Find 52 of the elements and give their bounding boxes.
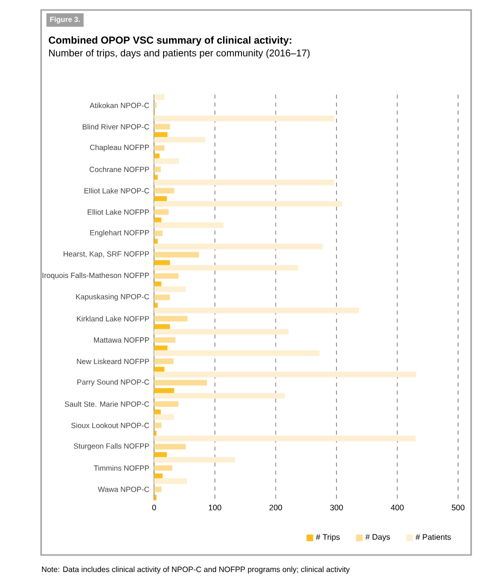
bar [154, 294, 170, 300]
bar [154, 136, 206, 143]
bar [154, 372, 416, 378]
bar [154, 252, 200, 258]
chart-title: Combined OPOP VSC summary of clinical activity: [48, 36, 292, 46]
bar [154, 158, 179, 164]
bar [154, 217, 162, 224]
bar [154, 414, 174, 420]
bar [154, 358, 174, 364]
bar [154, 200, 342, 207]
legend-label: # Trips [316, 534, 340, 542]
bar [154, 409, 161, 416]
legend-label: # Days [365, 534, 390, 542]
bar [154, 392, 285, 399]
bar [154, 209, 169, 215]
bar [154, 222, 224, 228]
x-tick-label: 400 [390, 504, 404, 510]
bar [154, 286, 186, 292]
bar [154, 444, 186, 450]
bar [154, 230, 163, 236]
bar [154, 244, 322, 250]
bar [154, 166, 161, 172]
bar [154, 337, 176, 343]
bar [154, 422, 162, 428]
bar [154, 180, 334, 186]
bar [154, 478, 187, 484]
bar [154, 273, 178, 279]
bar [154, 124, 170, 130]
bar [154, 328, 288, 335]
x-tick-label: 100 [208, 504, 222, 510]
x-tick-label: 300 [330, 504, 343, 510]
bar [154, 456, 235, 463]
bar [154, 145, 164, 151]
bar [154, 436, 416, 442]
bar [154, 401, 178, 407]
x-tick-label: 0 [152, 504, 156, 510]
bar [154, 116, 334, 122]
chart-subtitle: Number of trips, days and patients per community (2016–17) [49, 49, 310, 58]
bar [154, 188, 174, 194]
bar [154, 345, 168, 352]
bar [154, 316, 188, 322]
bar [154, 281, 162, 288]
bar [154, 486, 162, 492]
legend-label: # Patients [416, 534, 451, 540]
bar [154, 264, 298, 271]
bar [154, 308, 359, 314]
bar [154, 380, 207, 386]
bar [154, 350, 320, 356]
bar [154, 94, 164, 100]
bar [154, 465, 172, 471]
x-tick-label: 200 [269, 504, 282, 510]
x-tick-label: 500 [452, 504, 464, 510]
